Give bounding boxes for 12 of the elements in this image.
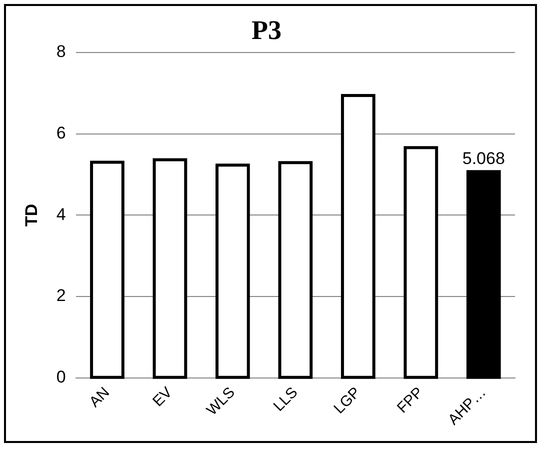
x-tick-label: EV [150, 384, 176, 410]
y-axis-title: TD [22, 204, 41, 226]
y-tick-label: 0 [56, 368, 66, 387]
chart-title: P3 [252, 15, 282, 46]
y-tick-label: 8 [56, 42, 66, 62]
y-tick-label: 2 [56, 286, 66, 306]
y-tick-label: 4 [56, 204, 66, 224]
x-tick-label: AN [86, 384, 113, 411]
y-tick-label: 6 [56, 123, 66, 142]
x-tick-label: LLS [270, 384, 302, 415]
x-tick-label: FPP [394, 384, 427, 417]
data-label: 5.068 [462, 148, 505, 168]
